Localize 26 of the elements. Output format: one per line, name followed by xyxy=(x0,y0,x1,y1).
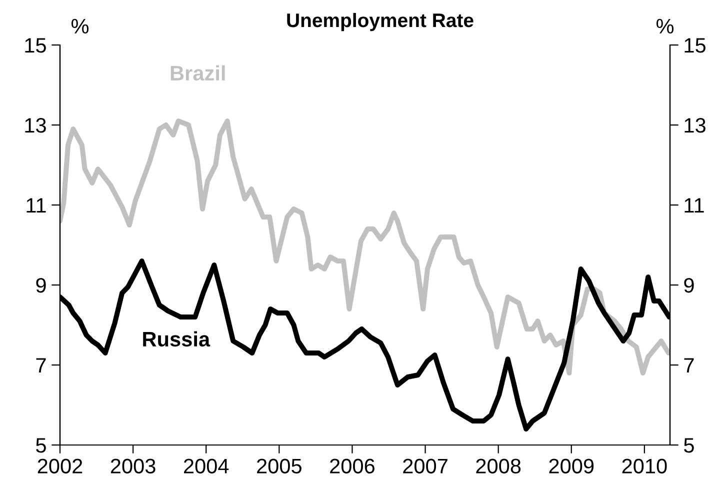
y2-tick-label: 11 xyxy=(684,198,704,213)
y-tick-label: 7 xyxy=(36,358,46,373)
series-label: Russia xyxy=(143,331,210,347)
y-tick-label: 11 xyxy=(26,198,46,213)
y-axis-title: % xyxy=(71,18,89,34)
y2-axis-title: % xyxy=(656,18,674,34)
x-tick-label: 2009 xyxy=(549,458,594,474)
chart-title: Unemployment Rate xyxy=(287,12,474,32)
series-label: Brazil xyxy=(170,65,225,81)
x-tick-label: 2004 xyxy=(184,458,229,474)
y2-tick-label: 7 xyxy=(684,358,694,373)
x-tick-label: 2008 xyxy=(476,458,521,474)
y2-tick-label: 15 xyxy=(684,38,706,53)
x-tick-label: 2005 xyxy=(257,458,302,474)
y2-tick-label: 9 xyxy=(684,278,694,293)
x-tick-label: 2010 xyxy=(622,458,667,474)
y-tick-label: 13 xyxy=(25,118,46,133)
y-tick-label: 15 xyxy=(25,38,46,53)
y-tick-label: 5 xyxy=(36,438,46,453)
x-tick-label: 2003 xyxy=(110,458,156,474)
y-tick-label: 9 xyxy=(36,278,46,293)
x-tick-label: 2007 xyxy=(403,458,448,474)
y2-tick-label: 5 xyxy=(684,438,694,453)
x-tick-label: 2002 xyxy=(38,458,82,474)
y2-tick-label: 13 xyxy=(684,118,706,133)
x-tick-label: 2006 xyxy=(330,458,374,474)
